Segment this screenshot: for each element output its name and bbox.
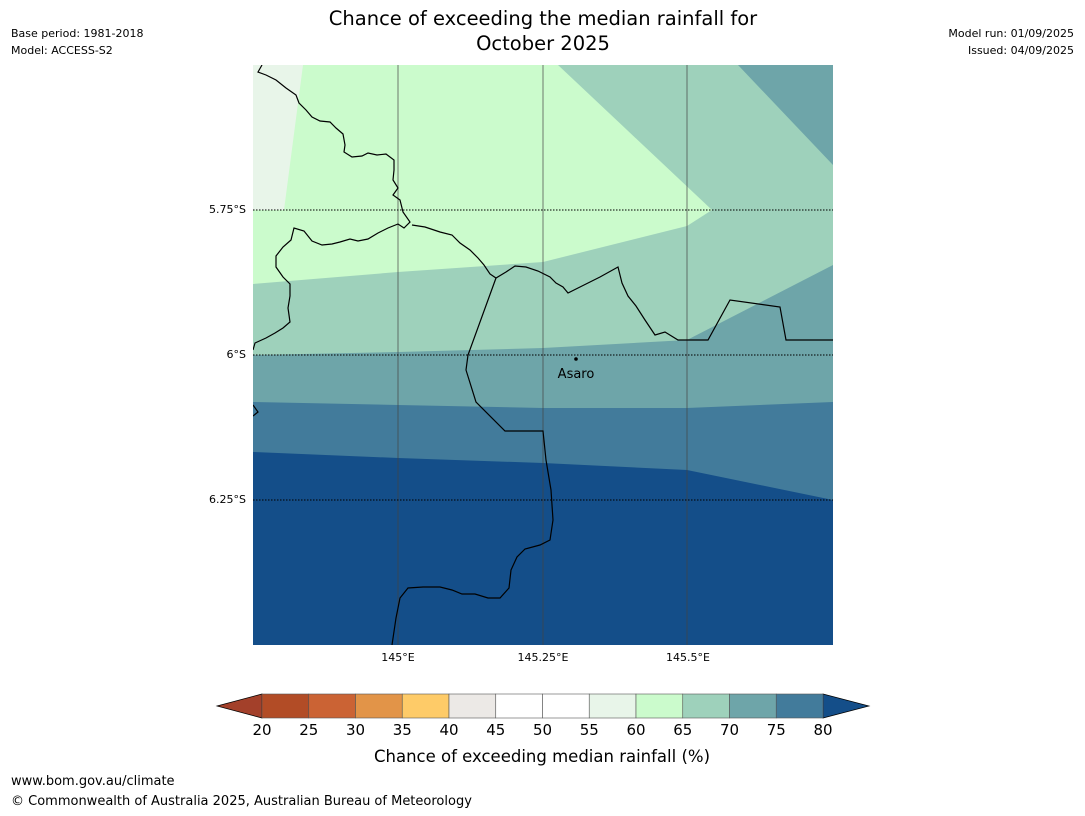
colorbar-segment — [542, 693, 590, 719]
lon-label-145: 145°E — [381, 651, 414, 664]
lat-label-6: 6°S — [227, 348, 246, 361]
lat-label-6-25: 6.25°S — [209, 493, 246, 506]
boundary-north-east — [411, 224, 833, 341]
colorbar-tick-label: 25 — [299, 721, 318, 739]
colorbar-under-arrow — [215, 693, 263, 719]
colorbar-segment — [635, 693, 684, 719]
lon-label-145-25: 145.25°E — [518, 651, 569, 664]
colorbar-over-arrow — [822, 693, 871, 719]
colorbar-segment — [682, 693, 730, 719]
colorbar-segment — [355, 693, 403, 719]
band-60-65 — [253, 65, 712, 284]
lat-label-5-75: 5.75°S — [209, 203, 246, 216]
colorbar-tick-label: 45 — [486, 721, 505, 739]
colorbar: 20 25 30 35 40 45 50 55 60 65 70 75 80 Chance of exc… — [215, 693, 871, 766]
colorbar-segment — [261, 693, 310, 719]
meta-right: Model run: 01/09/2025 Issued: 04/09/2025 — [948, 25, 1074, 59]
colorbar-title: Chance of exceeding median rainfall (%) — [374, 747, 710, 766]
colorbar-tick-label: 55 — [580, 721, 599, 739]
issued-date: Issued: 04/09/2025 — [967, 44, 1074, 57]
asaro-label: Asaro — [558, 367, 595, 382]
colorbar-tick-label: 75 — [767, 721, 786, 739]
colorbar-segment — [495, 693, 543, 719]
colorbar-tick-label: 65 — [673, 721, 692, 739]
boundary-south — [391, 277, 554, 645]
colorbar-segment — [308, 693, 356, 719]
asaro-marker — [574, 357, 578, 361]
model-run: Model run: 01/09/2025 — [948, 27, 1074, 40]
meta-left: Base period: 1981-2018 Model: ACCESS-S2 — [11, 25, 143, 59]
colorbar-tick-label: 70 — [720, 721, 739, 739]
map-area: Asaro — [253, 65, 833, 645]
map-title: Chance of exceeding the median rainfall … — [243, 6, 843, 56]
colorbar-segment — [775, 693, 824, 719]
band-55-60 — [253, 65, 303, 210]
colorbar-tick-label: 35 — [393, 721, 412, 739]
colorbar-tick-label: 60 — [626, 721, 645, 739]
colorbar-tick-label: 50 — [533, 721, 552, 739]
colorbar-segment — [448, 693, 497, 719]
model-name: Model: ACCESS-S2 — [11, 44, 113, 57]
boundary-fragment — [253, 404, 259, 417]
title-line-1: Chance of exceeding the median rainfall … — [328, 7, 758, 30]
footer-url: www.bom.gov.au/climate — [11, 774, 175, 789]
colorbar-tick-labels: 20 25 30 35 40 45 50 55 60 65 70 75 80 — [252, 721, 832, 739]
colorbar-tick-label: 40 — [439, 721, 458, 739]
colorbar-tick-label: 80 — [813, 721, 832, 739]
base-period: Base period: 1981-2018 — [11, 27, 144, 40]
lon-label-145-5: 145.5°E — [666, 651, 710, 664]
boundary-west-north — [253, 65, 411, 351]
colorbar-tick-label: 20 — [252, 721, 271, 739]
colorbar-segment — [401, 693, 450, 719]
colorbar-segment — [729, 693, 777, 719]
colorbar-segments — [261, 693, 824, 719]
colorbar-tick-label: 30 — [346, 721, 365, 739]
colorbar-segment — [588, 693, 637, 719]
footer-copyright: © Commonwealth of Australia 2025, Austra… — [11, 794, 472, 809]
title-line-2: October 2025 — [476, 32, 610, 55]
